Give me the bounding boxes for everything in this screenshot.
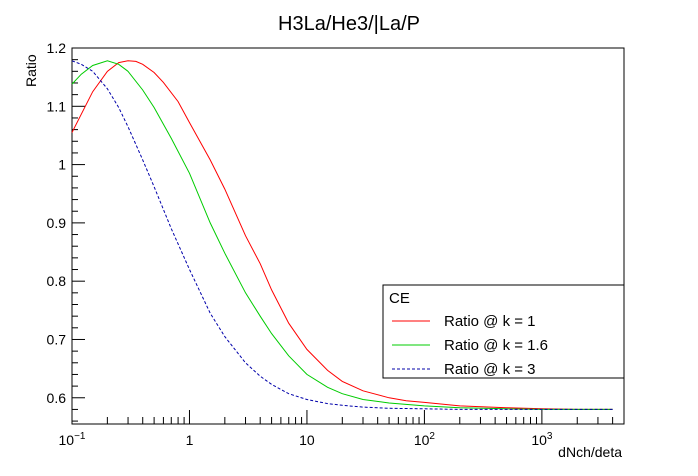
y-tick-label: 1.1: [47, 98, 67, 114]
legend-label: Ratio @ k = 3: [444, 361, 536, 378]
y-tick-label: 0.9: [47, 215, 67, 231]
series-line-2: [71, 60, 613, 410]
x-tick-exponent: 2: [429, 431, 435, 442]
y-axis: 0.6 0.7 0.8 0.9 1 1.1 1.2: [47, 40, 85, 422]
legend-box: [382, 284, 625, 379]
series-line-1: [71, 60, 613, 410]
y-tick-label: 0.6: [47, 390, 67, 406]
y-tick-label: 1.2: [47, 40, 67, 56]
y-axis-title: Ratio: [23, 54, 39, 87]
x-tick-label: 102: [414, 431, 436, 448]
x-tick-exponent: −1: [74, 431, 86, 442]
chart-title: H3La/He3/|La/P: [278, 13, 420, 35]
x-tick-base: 10: [59, 432, 75, 448]
y-tick-label: 1: [58, 157, 66, 173]
series-line-3: [71, 60, 613, 410]
x-tick-base: 10: [414, 432, 430, 448]
x-axis: 10−1 1 10 102 103: [59, 410, 625, 448]
legend-label: Ratio @ k = 1.6: [444, 337, 548, 354]
x-tick-base: 10: [299, 432, 315, 448]
x-tick-exponent: 3: [547, 431, 553, 442]
y-tick-label: 0.8: [47, 273, 67, 289]
x-tick-base: 1: [186, 432, 194, 448]
plot-frame: [71, 47, 625, 425]
x-tick-label: 1: [186, 432, 194, 448]
x-tick-label: 10−1: [59, 431, 86, 448]
x-tick-label: 103: [531, 431, 553, 448]
x-tick-label: 10: [299, 432, 315, 448]
legend-entries: Ratio @ k = 1 Ratio @ k = 1.6 Ratio @ k = …: [392, 313, 548, 378]
legend-label: Ratio @ k = 1: [444, 313, 536, 330]
x-axis-title: dNch/deta: [558, 444, 622, 460]
legend-title: CE: [389, 290, 410, 307]
series-layer: [71, 60, 613, 410]
x-tick-base: 10: [531, 432, 547, 448]
y-tick-label: 0.7: [47, 331, 67, 347]
